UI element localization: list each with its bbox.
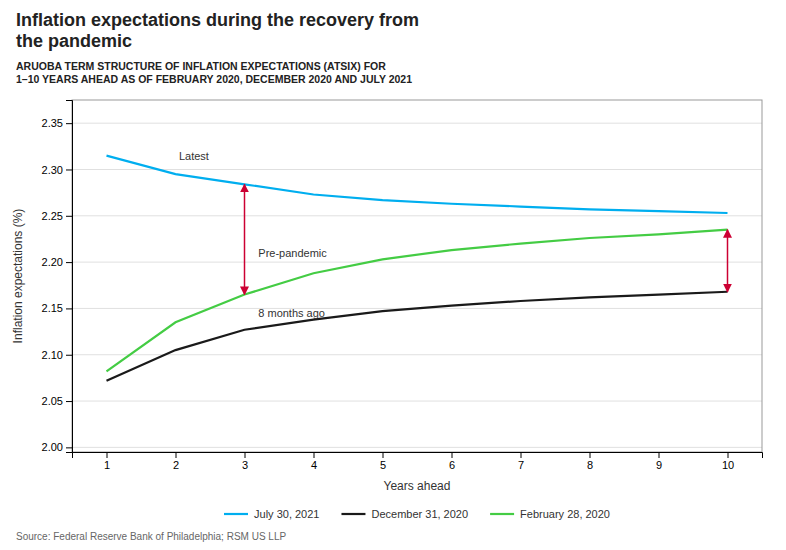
grid-line <box>72 123 762 124</box>
x-tick-mark <box>728 452 729 458</box>
x-tick: 9 <box>656 452 662 471</box>
x-tick-mark <box>176 452 177 458</box>
x-tick: 7 <box>518 452 524 471</box>
legend-label: February 28, 2020 <box>520 508 610 520</box>
x-tick-mark <box>452 452 453 458</box>
x-tick-mark <box>590 452 591 458</box>
legend-label: July 30, 2021 <box>254 508 319 520</box>
y-tick-mark <box>66 123 72 124</box>
legend-swatch <box>224 513 248 515</box>
y-tick-label: 2.00 <box>42 441 63 453</box>
y-tick: 2.25 <box>42 210 72 222</box>
x-tick-mark <box>521 452 522 458</box>
grid-line <box>72 401 762 402</box>
y-tick: 2.35 <box>42 117 72 129</box>
y-tick-label: 2.25 <box>42 210 63 222</box>
y-tick: 2.05 <box>42 395 72 407</box>
grid-line <box>72 354 762 355</box>
chart: Inflation expectations during the recove… <box>0 0 786 550</box>
x-tick: 10 <box>722 452 734 471</box>
x-tick: 2 <box>173 452 179 471</box>
legend-item: December 31, 2020 <box>341 508 468 520</box>
x-tick: 5 <box>380 452 386 471</box>
source: Source: Federal Reserve Bank of Philadel… <box>16 531 286 542</box>
series-line <box>107 156 728 213</box>
x-tick: 8 <box>587 452 593 471</box>
annotation: Pre-pandemic <box>258 247 327 259</box>
x-tick-label: 6 <box>449 459 455 471</box>
y-axis-line <box>66 101 73 453</box>
x-tick-label: 3 <box>242 459 248 471</box>
plot-frame <box>72 100 762 452</box>
legend-label: December 31, 2020 <box>371 508 468 520</box>
y-tick-mark <box>66 447 72 448</box>
y-tick-mark <box>66 169 72 170</box>
subtitle: ARUOBA TERM STRUCTURE OF INFLATION EXPEC… <box>16 60 412 85</box>
title-line: the pandemic <box>16 31 132 51</box>
x-tick-label: 10 <box>722 459 734 471</box>
series-line <box>107 230 728 372</box>
y-axis-title: Inflation expectations (%) <box>11 209 25 344</box>
legend-swatch <box>341 513 365 515</box>
x-tick: 6 <box>449 452 455 471</box>
x-tick-label: 1 <box>104 459 110 471</box>
y-tick-label: 2.30 <box>42 163 63 175</box>
title-line: Inflation expectations during the recove… <box>16 10 419 30</box>
x-tick-label: 8 <box>587 459 593 471</box>
x-tick-label: 5 <box>380 459 386 471</box>
legend-item: July 30, 2021 <box>224 508 319 520</box>
legend-swatch <box>490 513 514 515</box>
arrow <box>244 184 246 294</box>
x-tick-label: 9 <box>656 459 662 471</box>
grid <box>72 123 762 447</box>
y-tick-label: 2.20 <box>42 256 63 268</box>
title: Inflation expectations during the recove… <box>16 10 419 51</box>
y-tick-mark <box>66 401 72 402</box>
x-tick-label: 2 <box>173 459 179 471</box>
grid-line <box>72 215 762 216</box>
grid-line <box>72 262 762 263</box>
y-tick-label: 2.05 <box>42 395 63 407</box>
x-tick-label: 7 <box>518 459 524 471</box>
x-tick: 1 <box>104 452 110 471</box>
grid-line <box>72 447 762 448</box>
y-tick: 2.20 <box>42 256 72 268</box>
subtitle-line: 1–10 YEARS AHEAD AS OF FEBRUARY 2020, DE… <box>16 73 412 85</box>
x-tick-mark <box>245 452 246 458</box>
x-tick-label: 4 <box>311 459 317 471</box>
legend: July 30, 2021 December 31, 2020 February 2… <box>224 508 610 520</box>
x-tick-mark <box>107 452 108 458</box>
x-axis-line <box>73 453 763 459</box>
x-tick-mark <box>383 452 384 458</box>
x-tick: 3 <box>242 452 248 471</box>
y-axis: 2.00 2.05 2.10 2.15 2.20 2.25 2.30 2.35 <box>42 101 73 454</box>
y-tick-label: 2.35 <box>42 117 63 129</box>
y-tick-label: 2.15 <box>42 302 63 314</box>
x-axis: 1 2 3 4 5 6 7 8 9 10 <box>73 452 763 471</box>
grid-line <box>72 169 762 170</box>
arrow <box>727 230 729 292</box>
x-tick-mark <box>659 452 660 458</box>
x-tick: 4 <box>311 452 317 471</box>
series-line <box>107 292 728 381</box>
x-axis-title: Years ahead <box>384 479 451 493</box>
legend-item: February 28, 2020 <box>490 508 610 520</box>
y-tick-mark <box>66 308 72 309</box>
y-tick: 2.10 <box>42 349 72 361</box>
y-tick-mark <box>66 355 72 356</box>
x-tick-mark <box>314 452 315 458</box>
y-tick: 2.30 <box>42 163 72 175</box>
y-tick-mark <box>66 216 72 217</box>
annotation: 8 months ago <box>258 307 325 319</box>
y-tick: 2.00 <box>42 441 72 453</box>
y-tick-mark <box>66 262 72 263</box>
subtitle-line: ARUOBA TERM STRUCTURE OF INFLATION EXPEC… <box>16 60 386 72</box>
plot: 123456789102.002.052.102.152.202.252.302… <box>11 100 763 493</box>
annotation: Latest <box>179 150 209 162</box>
y-tick: 2.15 <box>42 302 72 314</box>
marks <box>107 156 728 381</box>
y-tick-label: 2.10 <box>42 349 63 361</box>
